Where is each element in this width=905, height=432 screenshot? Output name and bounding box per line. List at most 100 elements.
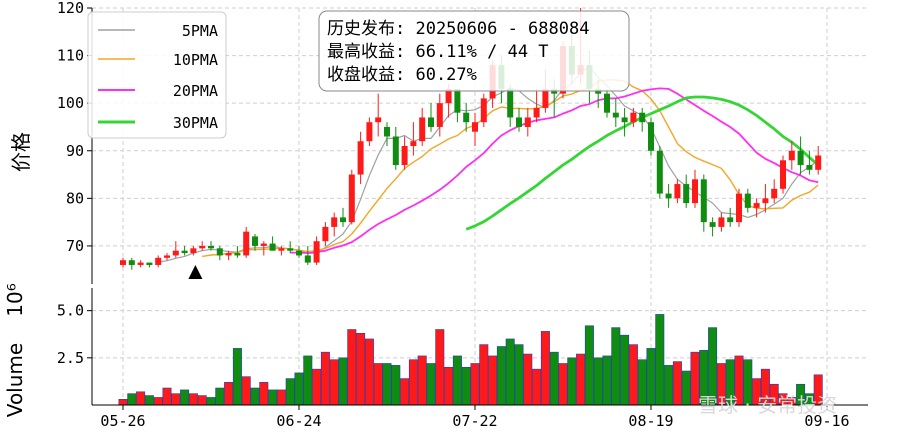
volume-bar xyxy=(549,351,559,406)
volume-bar xyxy=(391,365,401,406)
candle-body xyxy=(375,117,382,123)
candle-body xyxy=(454,88,461,113)
candle-body xyxy=(287,248,294,251)
candle-body xyxy=(788,150,795,161)
candle-body xyxy=(181,250,188,254)
x-tick-label: 08-19 xyxy=(628,412,673,430)
candle-body xyxy=(234,253,241,256)
candle-body xyxy=(463,112,470,123)
volume-bar xyxy=(303,355,313,406)
candle-body xyxy=(428,117,434,127)
candle-body xyxy=(762,198,769,204)
candle-body xyxy=(806,165,813,170)
candle-body xyxy=(296,250,302,256)
candle-body xyxy=(190,248,197,254)
candle-body xyxy=(692,179,698,204)
volume-tick-label: 2.5 xyxy=(57,349,84,367)
volume-bar xyxy=(136,391,146,406)
info-release: 历史发布: 20250606 - 688084 xyxy=(327,19,589,39)
candle-body xyxy=(815,155,822,170)
volume-bar xyxy=(514,344,524,406)
volume-bar xyxy=(426,363,436,406)
candle-body xyxy=(340,217,346,223)
candle-body xyxy=(278,248,285,251)
candle-body xyxy=(128,260,135,265)
volume-bar xyxy=(496,346,506,406)
volume-bar xyxy=(144,395,154,406)
candle-body xyxy=(753,203,760,208)
volume-bar xyxy=(259,382,269,406)
candle-body xyxy=(542,88,549,108)
volume-bar xyxy=(127,393,137,406)
ma5-line xyxy=(158,66,819,263)
moving-average-lines xyxy=(158,66,820,263)
candle-body xyxy=(304,255,311,263)
x-tick-label: 05-26 xyxy=(100,412,145,430)
watermark: 雪球 · 安常投资 xyxy=(698,393,837,417)
volume-bar xyxy=(188,393,198,406)
candle-body xyxy=(216,248,223,256)
volume-bar xyxy=(241,376,251,406)
price-tick-label: 90 xyxy=(66,142,84,160)
volume-bar xyxy=(593,357,603,406)
volume-bar xyxy=(285,378,295,406)
candle-body xyxy=(648,122,654,151)
candle-body xyxy=(639,112,646,123)
candle-body xyxy=(524,117,531,127)
candle-body xyxy=(164,255,170,258)
volume-bar xyxy=(180,389,190,406)
price-tick-label: 110 xyxy=(57,47,84,65)
candle-body xyxy=(146,262,153,265)
volume-bar xyxy=(567,357,577,406)
volume-bar xyxy=(505,338,515,406)
volume-bar xyxy=(118,399,128,406)
candle-body xyxy=(252,236,258,246)
volume-axis-label: Volume xyxy=(3,343,27,417)
volume-bar xyxy=(153,397,163,406)
volume-bar xyxy=(382,363,392,406)
volume-bar xyxy=(400,378,410,406)
price-tick-label: 100 xyxy=(57,94,84,112)
volume-bar xyxy=(444,366,454,406)
volume-bar xyxy=(558,363,568,406)
volume-bar xyxy=(479,344,489,406)
volume-bar xyxy=(356,332,366,406)
volume-bar xyxy=(250,387,260,406)
price-tick-label: 120 xyxy=(57,0,84,17)
info-box: 历史发布: 20250606 - 688084 最高收益: 66.11% / 4… xyxy=(318,10,630,92)
volume-bar xyxy=(417,355,427,406)
volume-bar xyxy=(452,355,462,406)
candle-body xyxy=(410,141,417,146)
candle-body xyxy=(718,217,725,227)
axes: 70 80 90 100 110 120 2.5 5.0 05-26 06-24 07-22 08-1… xyxy=(57,0,868,430)
volume-tick-label: 5.0 xyxy=(57,302,84,320)
volume-bar xyxy=(232,348,242,406)
volume-bar xyxy=(215,387,225,406)
info-close-return: 收盘收益: 60.27% xyxy=(327,65,477,85)
candle-body xyxy=(612,112,619,118)
volume-bar xyxy=(488,355,498,406)
legend: 5PMA 10PMA 20PMA 30PMA xyxy=(87,11,227,139)
candle-body xyxy=(225,253,232,256)
volume-bar xyxy=(329,359,339,406)
buy-marker xyxy=(188,265,203,279)
candle-body xyxy=(507,88,514,118)
volume-bar xyxy=(364,338,374,406)
candle-body xyxy=(516,117,522,127)
candle-body xyxy=(683,184,690,204)
candle-body xyxy=(269,243,276,251)
volume-bar xyxy=(461,366,471,406)
legend-ma30: 30PMA xyxy=(173,114,218,132)
x-tick-label: 07-22 xyxy=(452,412,497,430)
legend-ma10: 10PMA xyxy=(173,51,218,69)
candle-body xyxy=(744,193,751,208)
price-tick-label: 70 xyxy=(66,237,84,255)
candle-body xyxy=(313,241,320,263)
candle-body xyxy=(797,150,804,166)
candle-body xyxy=(208,245,214,249)
volume-bar xyxy=(540,331,550,406)
candle-body xyxy=(621,117,628,123)
volume-bar xyxy=(637,359,647,406)
volume-bar xyxy=(532,368,542,406)
